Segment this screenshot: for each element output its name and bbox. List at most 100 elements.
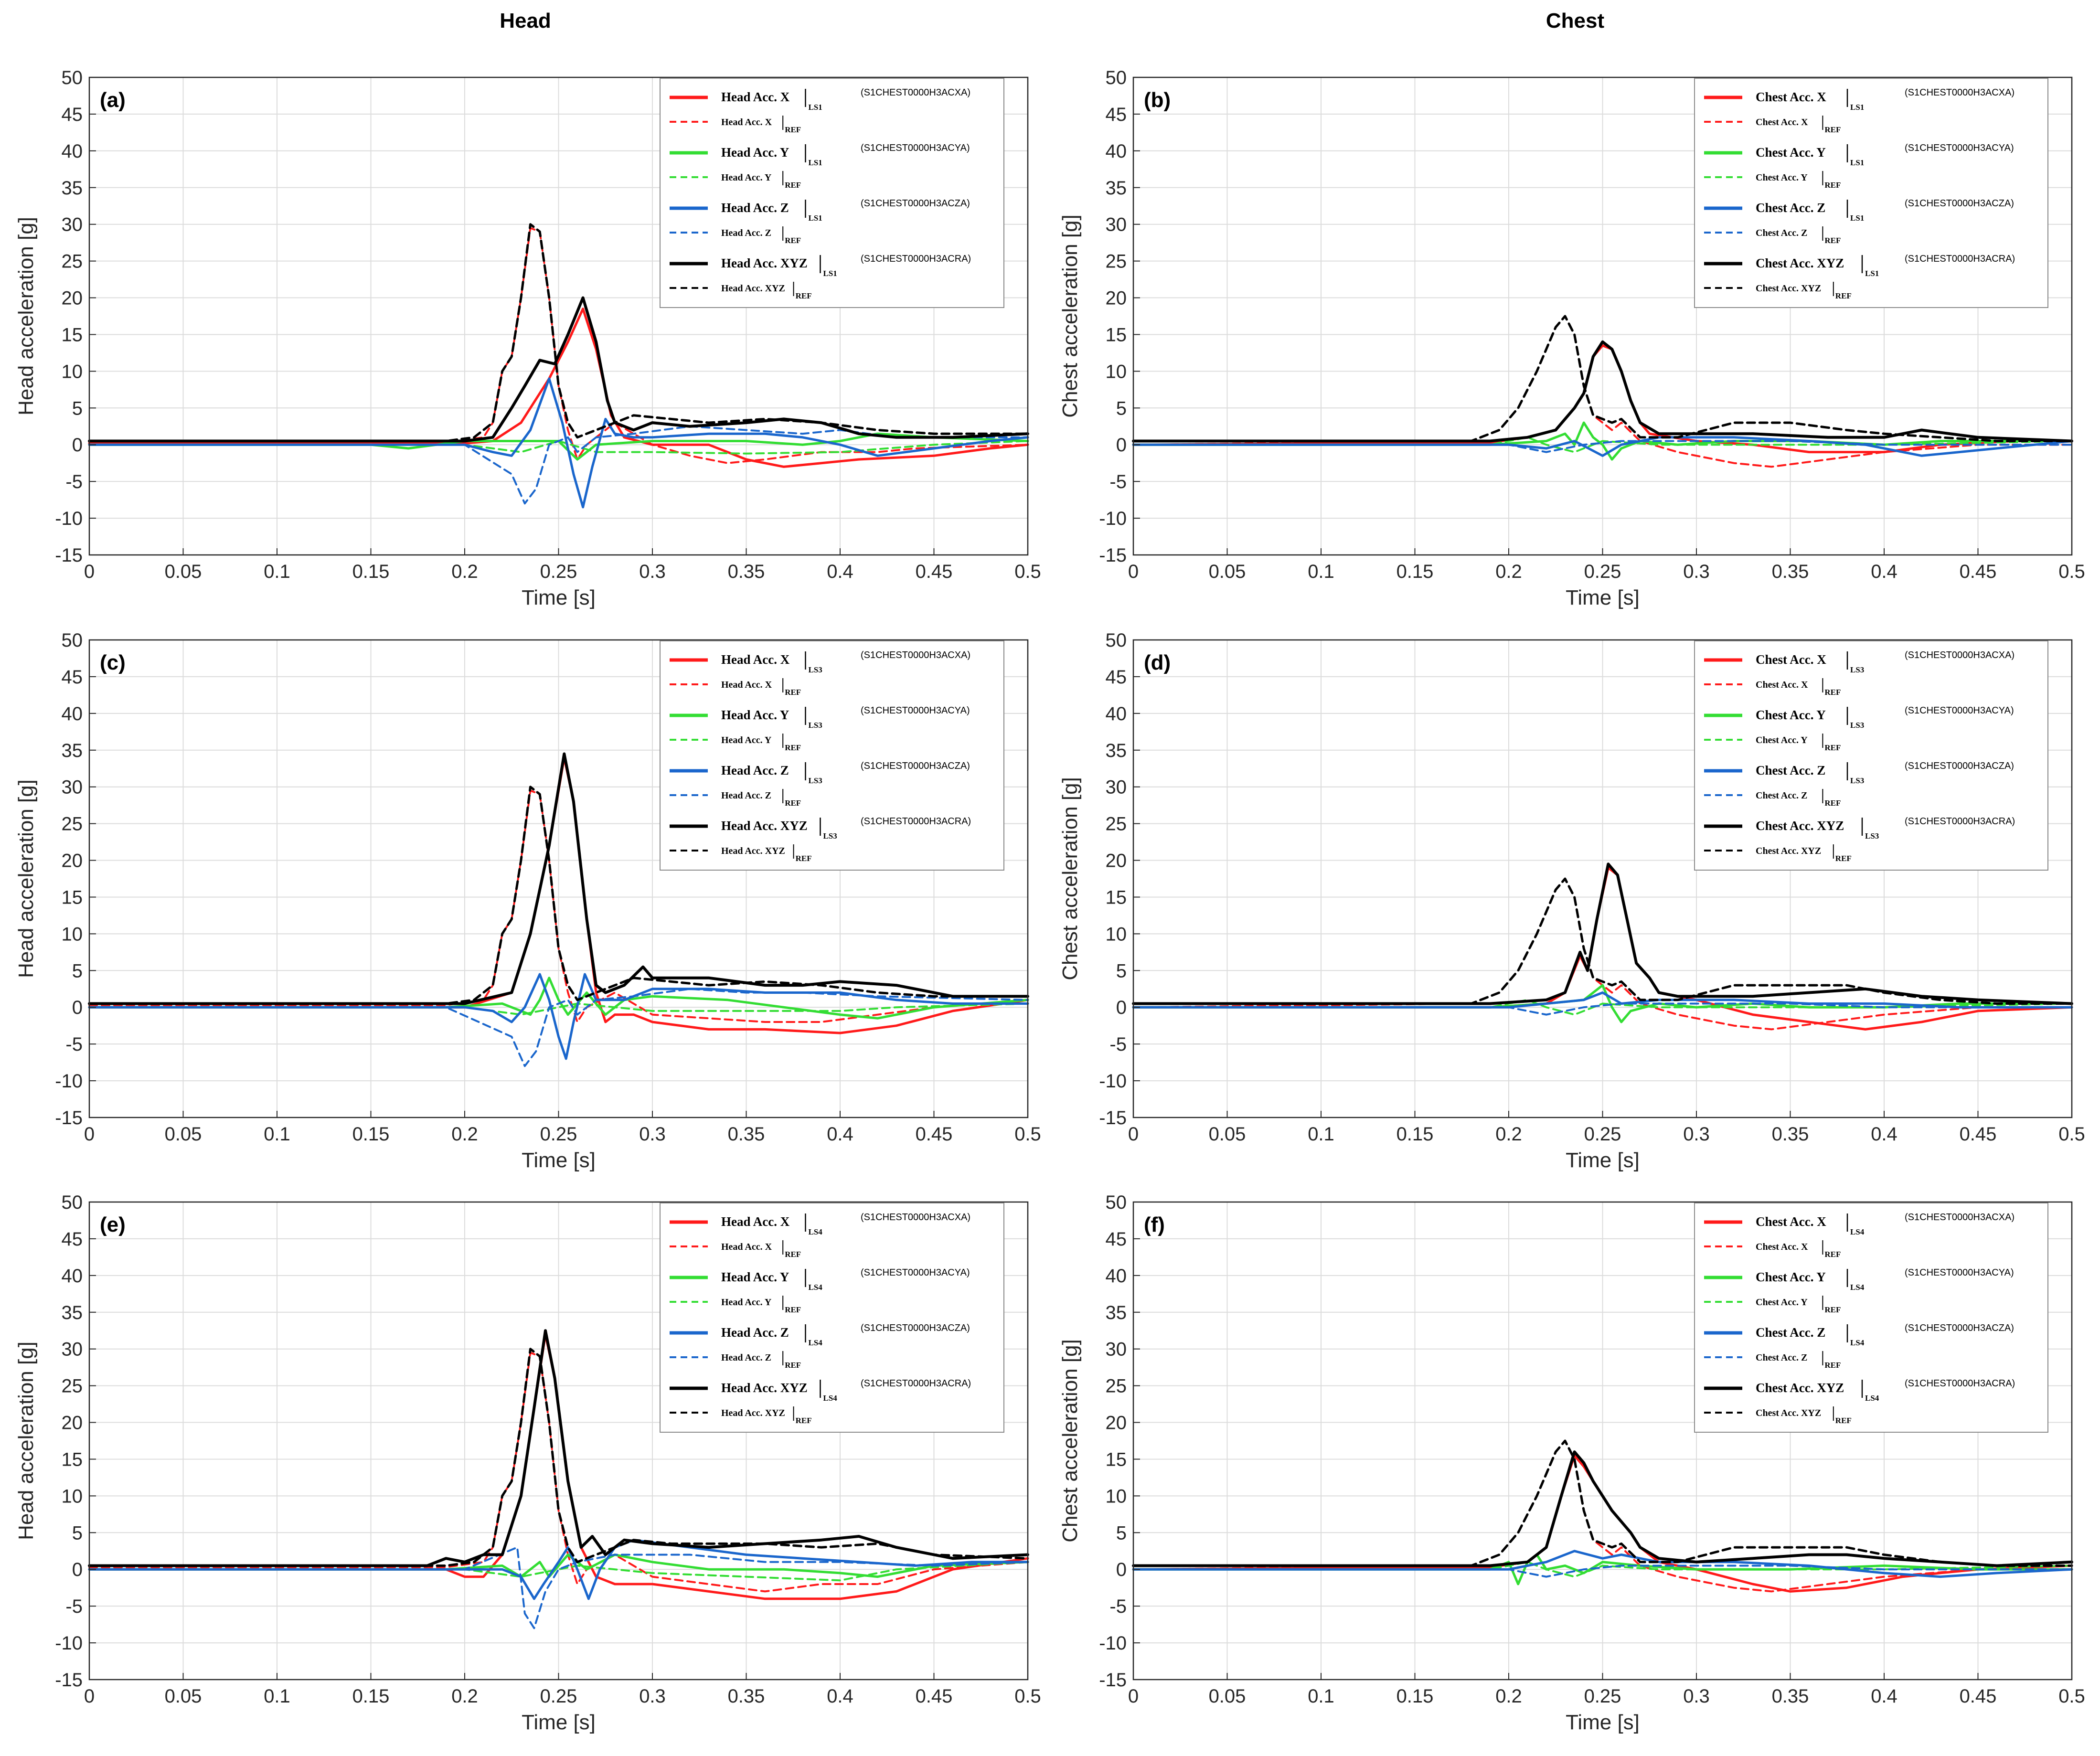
legend-ref-sub: REF [1824, 1250, 1841, 1259]
legend-ref-sub: REF [796, 854, 812, 863]
y-tick-label: 25 [1106, 814, 1127, 835]
legend-ref-sub: REF [785, 798, 801, 808]
legend-sub: LS4 [809, 1227, 823, 1236]
legend-label: Head Acc. Z [721, 763, 789, 777]
legend-code: (S1CHEST0000H3ACXA) [861, 650, 970, 660]
legend-ref-sub: REF [1824, 798, 1841, 808]
series-line-z-ls4 [88, 1539, 1029, 1600]
y-tick-label: 25 [1106, 1376, 1127, 1397]
legend-ref-label: Head Acc. Y [721, 172, 772, 183]
legend-label: Chest Acc. Y [1756, 1270, 1826, 1284]
legend-code: (S1CHEST0000H3ACRA) [1905, 254, 2015, 264]
legend-code: (S1CHEST0000H3ACXA) [1905, 650, 2015, 660]
y-tick-label: 20 [1106, 1413, 1127, 1434]
y-tick-label: 20 [62, 851, 83, 872]
legend-sub: LS1 [1850, 158, 1864, 167]
x-tick-label: 0.1 [264, 1686, 290, 1707]
y-tick-label: 30 [62, 1339, 83, 1360]
legend-ref-sub: REF [1824, 743, 1841, 752]
legend-code: (S1CHEST0000H3ACYA) [861, 705, 970, 716]
y-tick-label: 15 [62, 1449, 83, 1470]
x-tick-label: 0.25 [540, 1686, 577, 1707]
chart-panel-c: 0 0.05 0.1 0.15 0.2 0.25 0.3 0.35 0.4 0.45 0.5 -15 -… [14, 630, 1041, 1172]
legend-code: (S1CHEST0000H3ACYA) [1905, 143, 2014, 153]
legend-ref-sub: REF [785, 125, 801, 134]
legend-ref-label: Chest Acc. Z [1756, 790, 1807, 801]
y-tick-label: -15 [1099, 545, 1127, 566]
y-tick-label: 25 [62, 1376, 83, 1397]
y-tick-label: 5 [1116, 960, 1127, 981]
y-tick-label: 20 [1106, 851, 1127, 872]
x-tick-label: 0.4 [827, 561, 853, 582]
chart-panel-a: 0 0.05 0.1 0.15 0.2 0.25 0.3 0.35 0.4 0.45 0.5 -15 -… [14, 67, 1041, 609]
x-tick-label: 0 [84, 1686, 95, 1707]
legend-sub: LS3 [1865, 831, 1879, 841]
legend-sub: LS4 [1865, 1394, 1879, 1403]
legend-sub: LS1 [1850, 213, 1864, 223]
x-tick-label: 0.1 [1308, 1686, 1334, 1707]
series-line-z-ref [1132, 440, 2073, 453]
series-line-xyz-ref [1132, 1439, 2073, 1567]
y-tick-label: 50 [1106, 630, 1127, 651]
legend-ref-sub: REF [785, 1361, 801, 1370]
y-tick-label: 35 [1106, 740, 1127, 761]
legend-ref-label: Head Acc. Z [721, 228, 771, 238]
x-tick-label: 0.3 [1683, 561, 1710, 582]
legend-ref-sub: REF [785, 1250, 801, 1259]
y-tick-label: 35 [1106, 178, 1127, 199]
legend-ref-label: Head Acc. XYZ [721, 283, 785, 294]
legend-code: (S1CHEST0000H3ACYA) [1905, 705, 2014, 716]
legend-code: (S1CHEST0000H3ACXA) [1905, 1212, 2015, 1223]
x-tick-label: 0.45 [1960, 1124, 1997, 1145]
y-tick-label: 15 [1106, 1449, 1127, 1470]
legend-ref-label: Chest Acc. X [1756, 680, 1808, 690]
x-tick-label: 0.2 [1495, 561, 1522, 582]
legend-ref-label: Head Acc. XYZ [721, 1408, 785, 1418]
legend-box [1694, 640, 2048, 871]
legend-sub: LS4 [809, 1283, 823, 1292]
legend-sub: LS3 [809, 776, 822, 785]
y-tick-label: 20 [1106, 288, 1127, 309]
series-line-y-ref [88, 1561, 1029, 1582]
x-tick-label: 0.5 [1014, 1124, 1041, 1145]
y-tick-label: 40 [62, 1266, 83, 1287]
legend-label: Head Acc. X [721, 1214, 790, 1229]
legend-ref-label: Chest Acc. Y [1756, 1297, 1808, 1308]
legend-ref-sub: REF [1835, 854, 1852, 863]
x-tick-label: 0 [84, 1124, 95, 1145]
legend-box [660, 640, 1004, 871]
y-tick-label: 45 [1106, 104, 1127, 125]
x-tick-label: 0.3 [639, 1686, 666, 1707]
legend-ref-sub: REF [1824, 236, 1841, 245]
series-line-xyz-ref [88, 786, 1029, 1005]
panel-label: (b) [1144, 88, 1171, 112]
y-tick-label: 20 [62, 1413, 83, 1434]
legend-box [1694, 1203, 2048, 1433]
x-axis-label: Time [s] [522, 586, 596, 609]
x-tick-label: 0.05 [1209, 1124, 1246, 1145]
series-line-z-ls1 [1132, 436, 2073, 457]
y-tick-label: 45 [1106, 667, 1127, 688]
legend-label: Chest Acc. XYZ [1756, 819, 1844, 833]
y-tick-label: 15 [62, 324, 83, 345]
legend-ref-label: Chest Acc. XYZ [1756, 1408, 1821, 1418]
x-tick-label: 0.1 [1308, 1124, 1334, 1145]
y-tick-label: -10 [1099, 1633, 1127, 1654]
legend-sub: LS1 [1865, 269, 1879, 278]
y-tick-label: 5 [1116, 398, 1127, 419]
y-tick-label: 25 [1106, 251, 1127, 272]
legend-ref-sub: REF [796, 1416, 812, 1425]
series-line-z-ref [88, 425, 1029, 505]
legend-code: (S1CHEST0000H3ACYA) [1905, 1267, 2014, 1278]
y-tick-label: 30 [62, 777, 83, 798]
x-tick-label: 0.4 [827, 1686, 853, 1707]
y-tick-label: 40 [1106, 703, 1127, 724]
legend-label: Head Acc. XYZ [721, 256, 808, 270]
series-line-z-ref [1132, 1002, 2073, 1016]
y-tick-label: 45 [62, 1229, 83, 1250]
series-line-xyz-ls3 [88, 752, 1029, 1005]
y-tick-label: -10 [55, 1071, 83, 1092]
legend-label: Chest Acc. X [1756, 1214, 1826, 1229]
x-tick-label: 0.5 [2058, 1686, 2085, 1707]
x-tick-label: 0.45 [1960, 1686, 1997, 1707]
